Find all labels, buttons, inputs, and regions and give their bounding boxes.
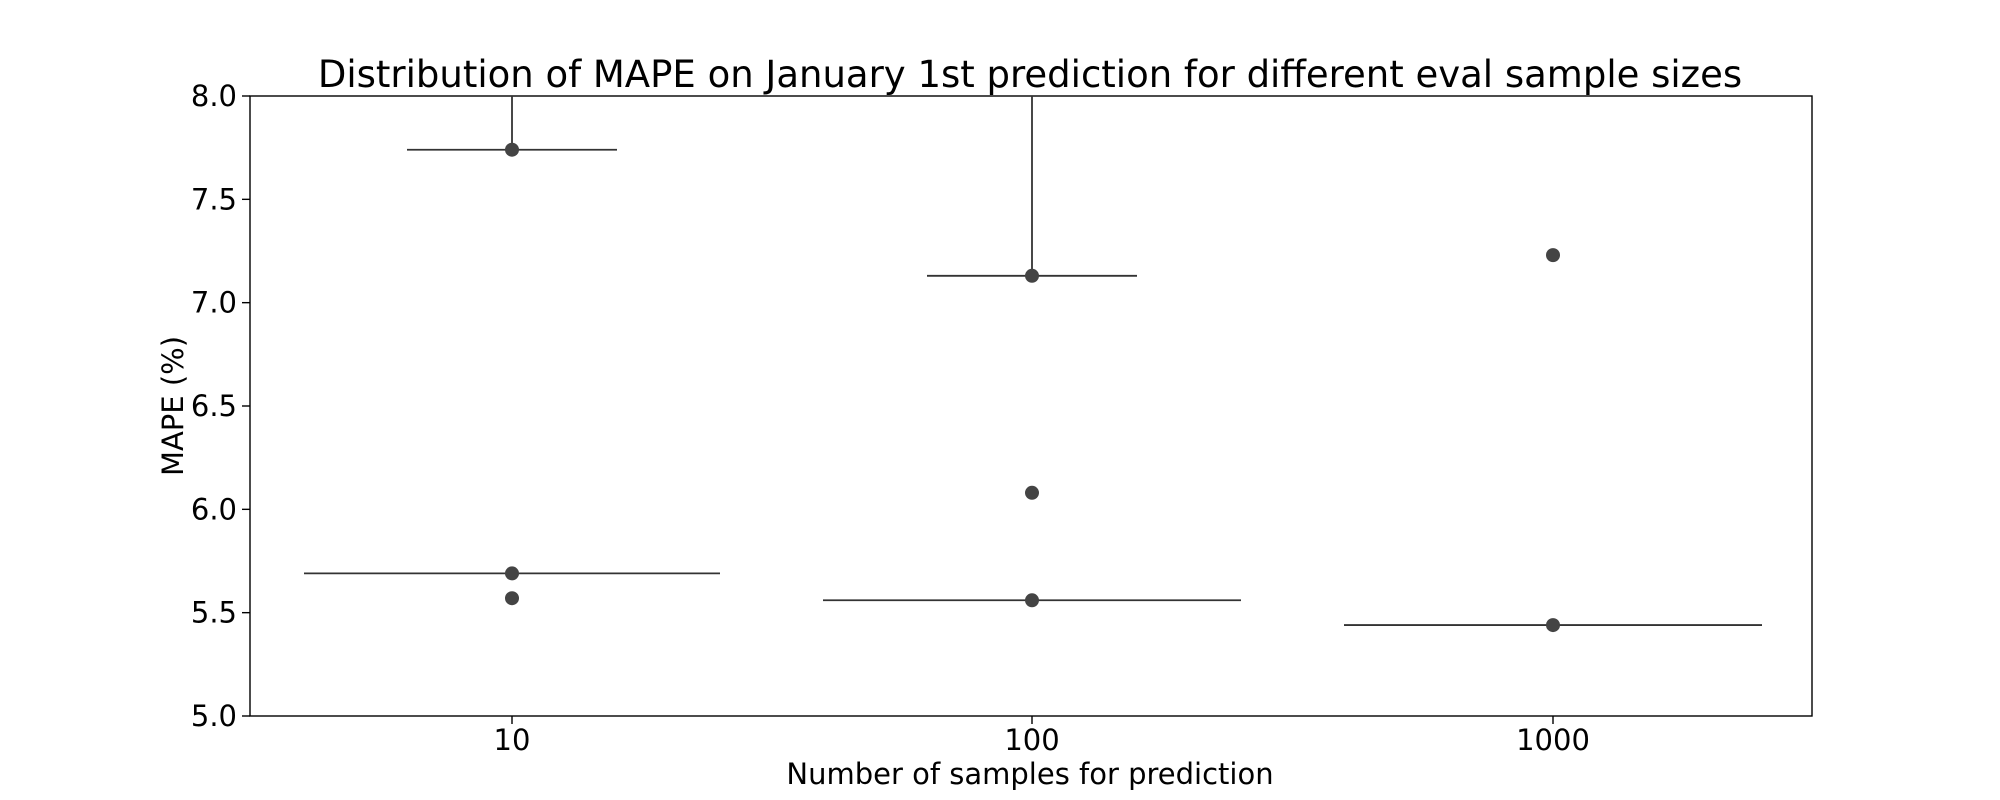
y-tick-label: 5.0 — [191, 699, 237, 733]
y-tick-label: 7.0 — [191, 286, 237, 320]
y-tick-label: 8.0 — [191, 79, 237, 113]
data-point-marker — [1025, 593, 1039, 608]
data-point-marker — [1025, 485, 1039, 500]
x-tick-label: 10 — [494, 723, 531, 757]
y-axis-ticks: 5.0 5.5 6.0 6.5 7.0 7.5 8.0 — [191, 79, 250, 733]
y-tick-label: 6.5 — [191, 389, 237, 423]
data-point-marker — [505, 591, 519, 606]
y-tick-label: 5.5 — [191, 596, 237, 630]
y-tick-label: 6.0 — [191, 492, 237, 526]
data-point-marker — [505, 566, 519, 581]
box-group-1000 — [1344, 248, 1762, 633]
data-point-marker — [1025, 268, 1039, 283]
box-group-10 — [304, 96, 720, 606]
plot-area-frame — [249, 95, 1813, 717]
data-point-marker — [1546, 618, 1560, 633]
y-tick-label: 7.5 — [191, 182, 237, 216]
box-group-100 — [823, 96, 1241, 608]
x-axis-ticks: 10 100 1000 — [494, 716, 1590, 757]
x-tick-label: 100 — [1004, 723, 1059, 757]
data-point-marker — [1546, 248, 1560, 263]
x-axis-label: Number of samples for prediction — [786, 757, 1273, 791]
y-axis-label: MAPE (%) — [156, 336, 190, 476]
x-tick-label: 1000 — [1516, 723, 1590, 757]
box-marks — [304, 96, 1762, 633]
data-point-marker — [505, 142, 519, 157]
chart-title: Distribution of MAPE on January 1st pred… — [318, 53, 1742, 96]
